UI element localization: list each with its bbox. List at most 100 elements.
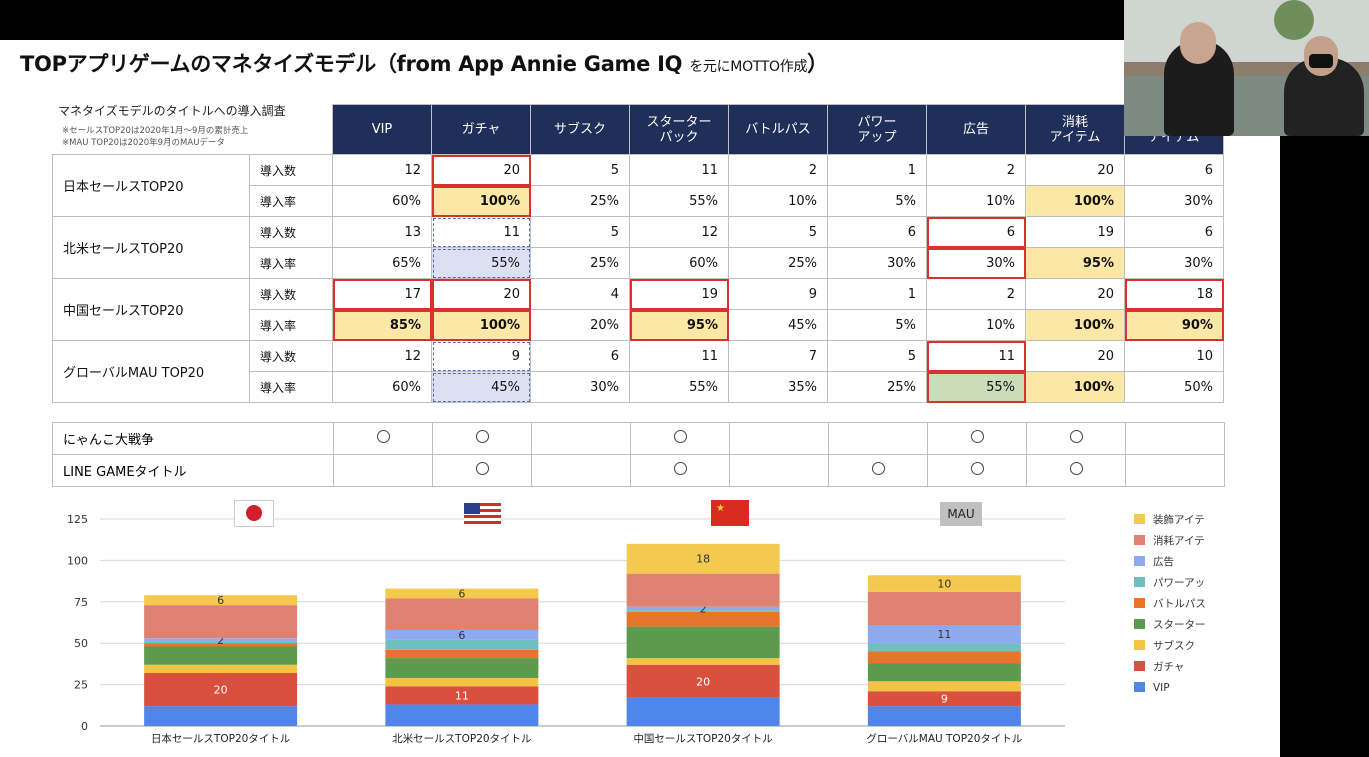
survey-note-sales: ※セールスTOP20は2020年1月〜9月の累計売上: [62, 126, 249, 136]
metric-label: 導入数: [249, 340, 333, 372]
table-row: 導入率 60% 45% 30% 55% 35% 25% 55% 100% 50%: [53, 371, 1224, 403]
table-row: 中国セールスTOP20 導入数 17 20 4 19 9 1 2 20 18: [52, 278, 1224, 341]
bar-segment: [626, 610, 780, 612]
count-cell: 20: [1025, 154, 1125, 186]
bar-segment: [867, 681, 1021, 692]
rate-cell: 100%: [431, 309, 531, 341]
circle-mark-icon: [673, 462, 687, 475]
circle-mark-icon: [475, 462, 489, 475]
y-tick-label: 50: [74, 637, 88, 650]
x-category-label: グローバルMAU TOP20タイトル: [866, 732, 1022, 745]
rate-cell: 25%: [530, 185, 630, 217]
legend-swatch: [1134, 556, 1145, 566]
bar-segment: [144, 643, 298, 647]
rate-cell: 60%: [629, 247, 729, 279]
x-category-label: 中国セールスTOP20タイトル: [633, 732, 772, 745]
count-cell: 19: [1025, 216, 1125, 248]
count-cell: 12: [332, 340, 432, 372]
bar-data-label: 6: [217, 594, 224, 607]
count-cell: 11: [431, 216, 531, 248]
rate-cell: 10%: [926, 185, 1026, 217]
bar-data-label: 11: [455, 689, 469, 702]
y-tick-label: 75: [74, 596, 88, 609]
bar-segment: [867, 591, 1021, 625]
bar-segment: [626, 543, 780, 574]
column-header: 消耗 アイテム: [1025, 104, 1125, 155]
bar-data-label: 20: [214, 684, 228, 697]
count-cell: 20: [1025, 340, 1125, 372]
circle-mark-icon: [376, 430, 390, 443]
bar-data-label: 9: [941, 693, 948, 706]
rate-cell: 25%: [728, 247, 828, 279]
count-cell: 5: [530, 154, 630, 186]
bar-segment: [626, 606, 780, 611]
table-row: 導入率 65% 55% 25% 60% 25% 30% 30% 95% 30%: [53, 247, 1224, 279]
column-header: スターター パック: [629, 104, 729, 155]
adoption-mark-cell: [333, 454, 433, 487]
legend-label: サブスク: [1153, 639, 1195, 652]
bar-segment: [626, 626, 780, 659]
bar-segment: [867, 691, 1021, 707]
rate-cell: 55%: [926, 371, 1026, 403]
title-main: TOPアプリゲームのマネタイズモデル（from App Annie Game I…: [20, 52, 683, 76]
table-row: 導入率 85% 100% 20% 95% 45% 5% 10% 100% 90%: [53, 309, 1224, 341]
metric-label: 導入数: [249, 154, 333, 186]
game-titles-table: にゃんこ大戦争 LINE GAMEタイトル: [52, 422, 1225, 487]
metric-label: 導入数: [249, 278, 333, 310]
count-cell: 6: [926, 216, 1026, 248]
usa-flag-icon: [464, 503, 501, 524]
bar-segment: [385, 686, 539, 705]
bar-segment: [626, 664, 780, 698]
adoption-mark-cell: [432, 422, 532, 455]
x-category-label: 北米セールスTOP20タイトル: [392, 732, 531, 745]
legend-label: 広告: [1153, 555, 1174, 568]
count-cell: 20: [1025, 278, 1125, 310]
rate-cell: 25%: [827, 371, 927, 403]
column-header: サブスク: [530, 104, 630, 155]
adoption-mark-cell: [531, 422, 631, 455]
adoption-mark-cell: [927, 454, 1027, 487]
adoption-mark-cell: [630, 454, 730, 487]
bar-segment: [144, 641, 298, 644]
circle-mark-icon: [475, 430, 489, 443]
count-cell: 4: [530, 278, 630, 310]
count-cell: 5: [530, 216, 630, 248]
title-sub: を元にMOTTO作成: [689, 59, 808, 75]
adoption-mark-cell: [1125, 454, 1225, 487]
rate-cell: 30%: [1124, 247, 1224, 279]
count-cell: 6: [827, 216, 927, 248]
count-cell: 18: [1124, 278, 1224, 310]
title-close: ）: [807, 52, 828, 76]
count-cell: 20: [431, 278, 531, 310]
bar-data-label: 2: [700, 602, 707, 615]
count-cell: 9: [431, 340, 531, 372]
circle-mark-icon: [1069, 430, 1083, 443]
rate-cell: 20%: [530, 309, 630, 341]
adoption-mark-cell: [828, 454, 928, 487]
column-header: バトルパス: [728, 104, 828, 155]
circle-mark-icon: [673, 430, 687, 443]
rate-cell: 60%: [332, 185, 432, 217]
count-cell: 5: [827, 340, 927, 372]
stacked-bar-chart: 0 25 50 75 100 125 20 2 6 日本セールスTOP20タイトル 11 6 6 北米セー…: [67, 513, 1205, 745]
bar-segment: [626, 573, 780, 607]
rate-cell: 85%: [332, 309, 432, 341]
bar-segment: [385, 639, 539, 650]
count-cell: 7: [728, 340, 828, 372]
x-category-label: 日本セールスTOP20タイトル: [151, 732, 290, 745]
survey-heading: マネタイズモデルのタイトルへの導入調査: [58, 104, 286, 118]
count-cell: 9: [728, 278, 828, 310]
legend-swatch: [1134, 640, 1145, 650]
circle-mark-icon: [1069, 462, 1083, 475]
metric-label: 導入率: [249, 371, 333, 403]
rate-cell: 35%: [728, 371, 828, 403]
legend-label: VIP: [1153, 682, 1170, 694]
adoption-mark-cell: [729, 422, 829, 455]
count-cell: 5: [728, 216, 828, 248]
legend-swatch: [1134, 598, 1145, 608]
rate-cell: 90%: [1124, 309, 1224, 341]
region-label: 中国セールスTOP20: [52, 278, 250, 341]
legend-label: ガチャ: [1153, 661, 1184, 673]
count-cell: 20: [431, 154, 531, 186]
rate-cell: 95%: [1025, 247, 1125, 279]
